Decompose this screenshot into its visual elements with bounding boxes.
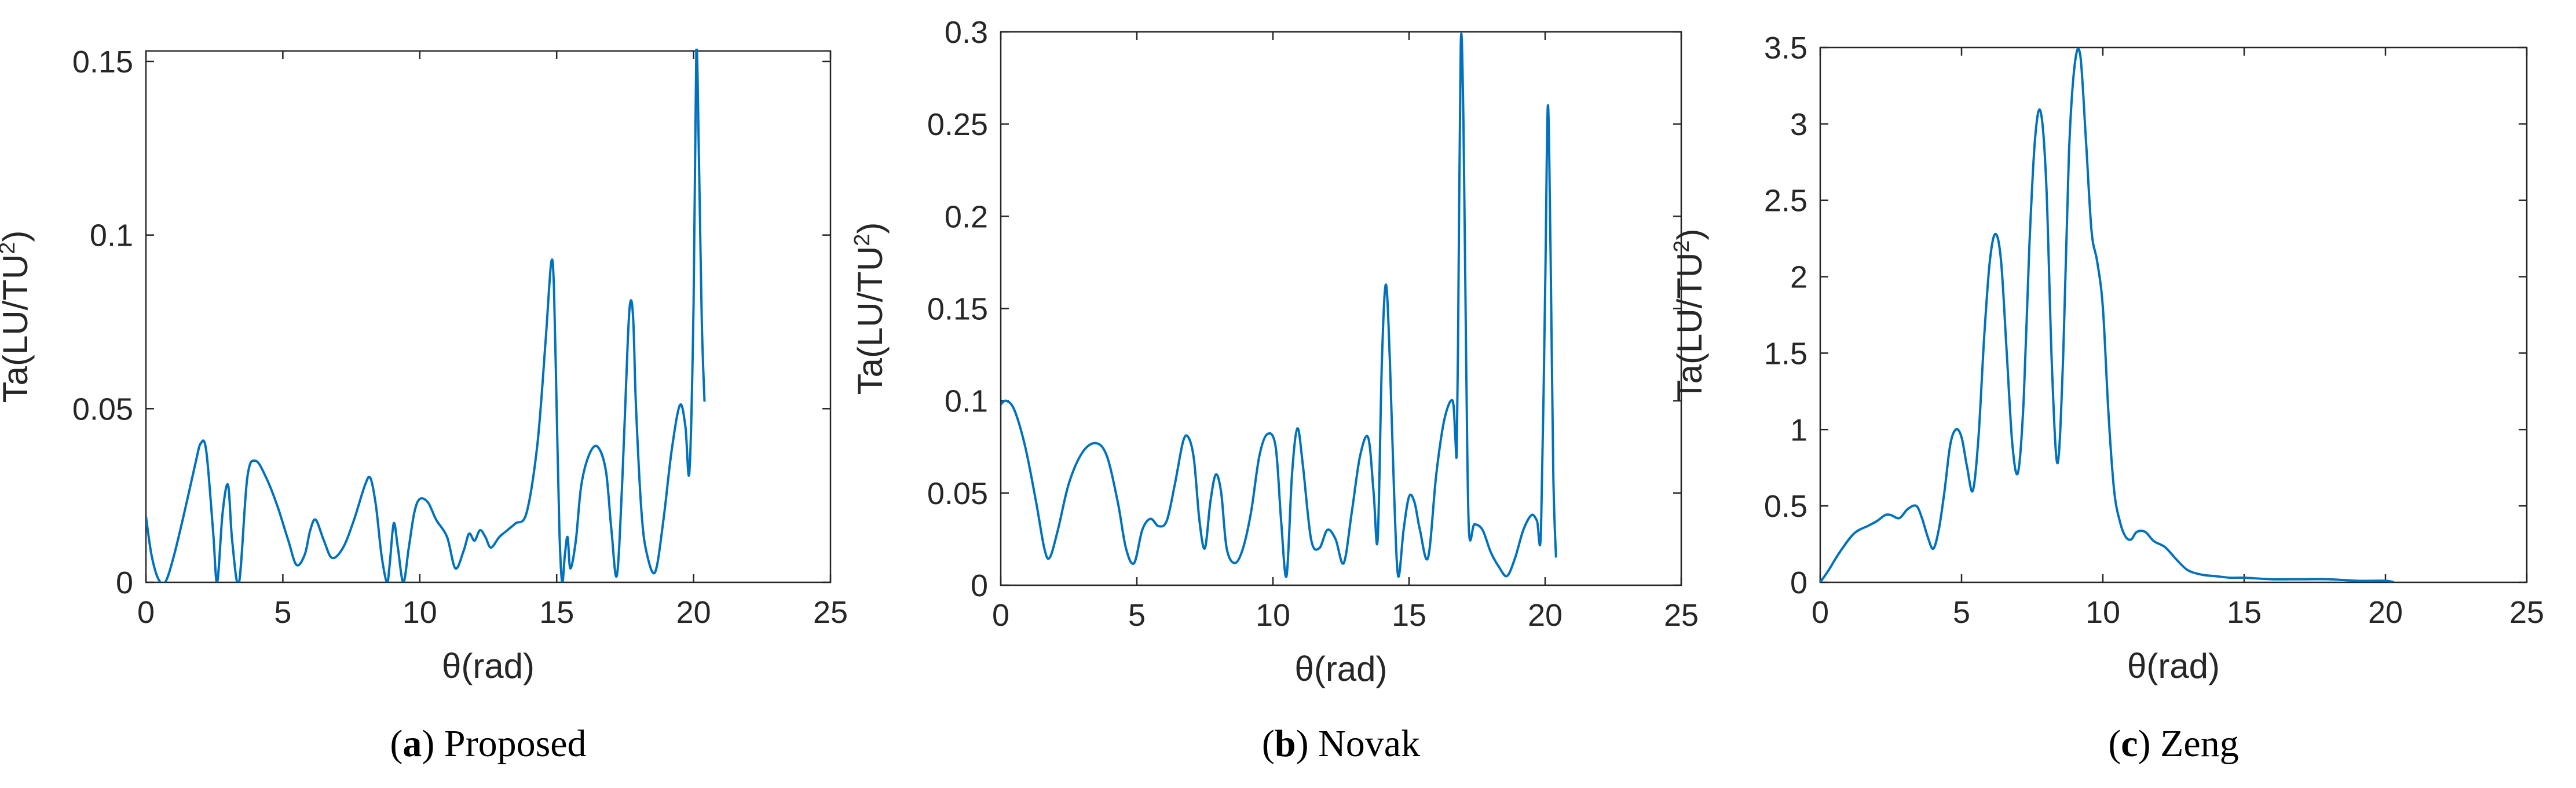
caption-text: Zeng (2160, 723, 2239, 765)
y-tick-label: 0.5 (1764, 489, 1807, 524)
y-axis-label: Ta(LU/TU2) (850, 222, 890, 395)
y-tick-label: 0.1 (945, 384, 988, 419)
x-axis-label: θ(rad) (442, 647, 535, 685)
chart-panel-b: 0 5 10 15 20 25 0 0.05 0.1 0.15 0.2 0.25 0.3 θ(rad) Ta… (850, 15, 1699, 765)
x-tick-label: 15 (539, 595, 574, 630)
y-tick-label: 0.05 (927, 476, 988, 511)
x-tick-label: 15 (1392, 598, 1426, 633)
y-axis-label-superscript: 2 (850, 234, 874, 246)
x-tick-label: 0 (137, 595, 155, 630)
caption-open-paren: ( (390, 723, 402, 765)
plot-frame (1819, 46, 2528, 583)
y-tick-label: 0.25 (927, 107, 988, 142)
y-tick-label: 2 (1790, 260, 1807, 295)
caption-text: Proposed (444, 723, 587, 765)
caption-close-paren: ) (1296, 723, 1318, 765)
x-tick-label: 10 (1256, 598, 1290, 633)
panel-caption: (a) Proposed (390, 723, 586, 765)
x-tick-label: 0 (1812, 595, 1829, 630)
x-tick-label: 15 (2227, 595, 2262, 630)
x-tick-label: 5 (1953, 595, 1970, 630)
y-tick-label: 0.05 (72, 392, 133, 426)
y-tick-label: 0 (116, 566, 133, 600)
y-axis-label-end: ) (1670, 229, 1709, 240)
y-tick-label: 0 (971, 568, 988, 603)
caption-close-paren: ) (422, 723, 444, 765)
x-tick-label: 20 (676, 595, 711, 630)
plot-frame (145, 50, 832, 583)
y-tick-label: 0.1 (90, 218, 133, 253)
caption-label: a (402, 723, 422, 765)
x-tick-label: 5 (274, 595, 291, 630)
series-line-c-0 (1820, 48, 2395, 582)
panel-caption: (c) Zeng (2108, 723, 2238, 765)
y-tick-label: 3.5 (1764, 31, 1807, 65)
x-tick-label: 25 (1664, 598, 1699, 633)
y-tick-label: 1.5 (1764, 336, 1807, 371)
x-axis-label: θ(rad) (1294, 650, 1387, 688)
y-axis-label: Ta(LU/TU2) (1670, 229, 1709, 402)
x-axis-label: θ(rad) (2127, 647, 2220, 685)
x-tick-label: 5 (1128, 598, 1146, 633)
x-tick-label: 0 (992, 598, 1009, 633)
y-axis-label-superscript: 2 (1670, 240, 1694, 253)
y-axis-label-main: Ta(LU/TU (1670, 253, 1709, 402)
caption-open-paren: ( (2108, 723, 2121, 765)
x-tick-label: 25 (813, 595, 848, 630)
y-tick-label: 3 (1790, 107, 1807, 142)
x-tick-label: 20 (2368, 595, 2403, 630)
y-tick-label: 0.3 (945, 15, 988, 50)
y-axis-label-superscript: 2 (0, 242, 20, 254)
y-tick-label: 0.15 (927, 292, 988, 327)
y-tick-label: 0.15 (72, 45, 133, 79)
caption-label: c (2121, 723, 2138, 765)
y-tick-label: 0 (1790, 566, 1807, 600)
plot-frame (1000, 31, 1682, 586)
y-axis-label-end: ) (0, 231, 35, 242)
y-axis-label-main: Ta(LU/TU (851, 246, 890, 395)
series-line-b-0 (1001, 32, 1557, 578)
caption-close-paren: ) (2138, 723, 2160, 765)
y-tick-label: 2.5 (1764, 184, 1807, 218)
y-tick-label: 1 (1790, 413, 1807, 447)
caption-open-paren: ( (1262, 723, 1275, 765)
y-axis-label-end: ) (851, 222, 890, 234)
x-tick-label: 10 (402, 595, 437, 630)
y-axis-label: Ta(LU/TU2) (0, 231, 35, 403)
x-tick-label: 25 (2509, 595, 2544, 630)
chart-panel-c: 0 5 10 15 20 25 0 0.5 1 1.5 2 2.5 3 3.5 θ(rad) Ta(LU/TU… (1670, 31, 2544, 765)
x-tick-label: 20 (1528, 598, 1563, 633)
caption-label: b (1275, 723, 1296, 765)
y-tick-label: 0.2 (945, 199, 988, 234)
chart-panel-a: 051015202500.050.10.15θ(rad)Ta(LU/TU2)(a… (0, 45, 848, 765)
series-line-a-0 (146, 49, 706, 582)
panel-caption: (b) Novak (1262, 723, 1420, 765)
caption-text: Novak (1318, 723, 1420, 765)
x-tick-label: 10 (2085, 595, 2120, 630)
y-axis-label-main: Ta(LU/TU (0, 254, 35, 403)
